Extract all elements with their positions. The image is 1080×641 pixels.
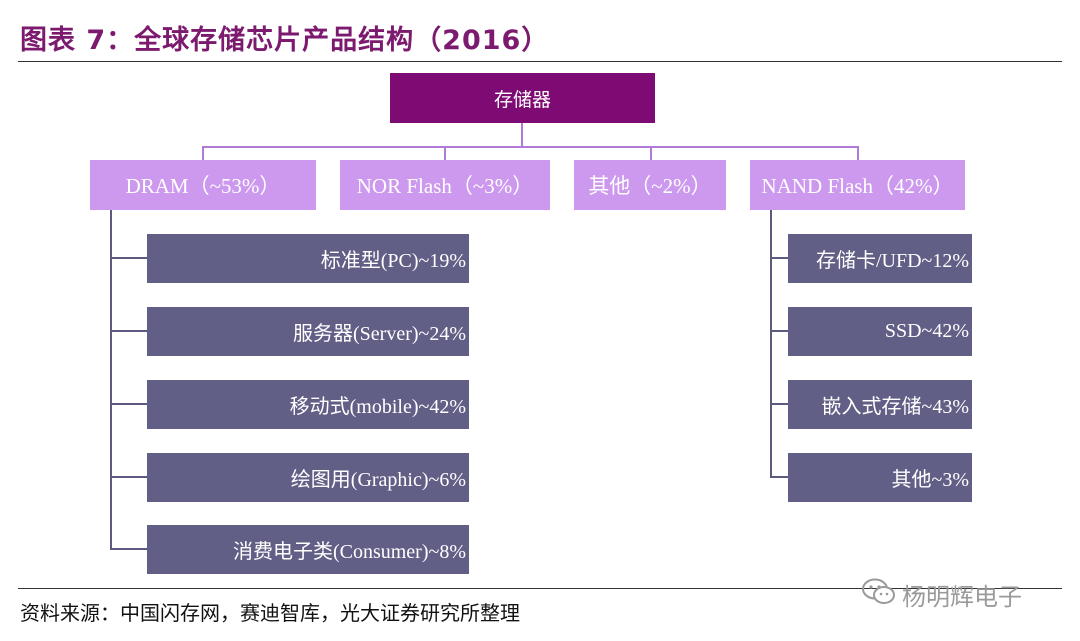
nand-item-other: 其他~3% <box>788 453 972 502</box>
category-bus-line <box>202 146 859 148</box>
connector-dram <box>202 146 204 160</box>
dram-item-pc: 标准型(PC)~19% <box>147 234 469 283</box>
chart-title: 图表 7：全球存储芯片产品结构（2016） <box>20 25 550 56</box>
nand-item-embedded: 嵌入式存储~43% <box>788 380 972 429</box>
dram-item-consumer: 消费电子类(Consumer)~8% <box>147 525 469 574</box>
root-node: 存储器 <box>390 73 655 123</box>
wechat-icon <box>862 578 896 612</box>
dram-tree-branch <box>110 548 147 550</box>
category-dram: DRAM（~53%） <box>90 160 316 210</box>
title-rule <box>18 61 1062 62</box>
dram-tree-branch <box>110 476 147 478</box>
nand-tree-branch <box>770 330 788 332</box>
dram-tree-branch <box>110 257 147 259</box>
item-label: 移动式(mobile)~42% <box>289 396 466 418</box>
dram-item-server: 服务器(Server)~24% <box>147 307 469 356</box>
category-other: 其他（~2%） <box>574 160 726 210</box>
root-connector <box>521 123 523 147</box>
item-label: 绘图用(Graphic)~6% <box>290 469 466 491</box>
nand-tree-branch <box>770 403 788 405</box>
dram-item-graphic: 绘图用(Graphic)~6% <box>147 453 469 502</box>
item-label: 存储卡/UFD~12% <box>815 250 969 272</box>
category-nor-flash: NOR Flash（~3%） <box>340 160 550 210</box>
watermark: 杨明辉电子 <box>862 577 1022 612</box>
nand-tree-branch <box>770 257 788 259</box>
source-note: 资料来源：中国闪存网，赛迪智库，光大证券研究所整理 <box>20 601 520 625</box>
item-label: 服务器(Server)~24% <box>293 323 466 345</box>
footer-rule <box>18 588 1062 589</box>
dram-tree-branch <box>110 330 147 332</box>
category-label: DRAM（~53%） <box>125 174 281 198</box>
watermark-text: 杨明辉电子 <box>902 583 1022 611</box>
nand-item-ssd: SSD~42% <box>788 307 972 356</box>
dram-tree-branch <box>110 403 147 405</box>
category-label: NOR Flash（~3%） <box>356 174 534 198</box>
dram-item-mobile: 移动式(mobile)~42% <box>147 380 469 429</box>
category-label: 其他（~2%） <box>588 174 712 198</box>
category-nand-flash: NAND Flash（42%） <box>750 160 965 210</box>
item-label: 其他~3% <box>891 469 969 491</box>
category-label: NAND Flash（42%） <box>761 174 954 198</box>
item-label: 嵌入式存储~43% <box>821 396 969 418</box>
dram-tree-trunk <box>110 210 112 549</box>
item-label: 标准型(PC)~19% <box>320 250 466 272</box>
root-label: 存储器 <box>493 88 551 111</box>
nand-item-card-ufd: 存储卡/UFD~12% <box>788 234 972 283</box>
connector-other <box>650 146 652 160</box>
item-label: 消费电子类(Consumer)~8% <box>232 541 466 563</box>
connector-nor <box>444 146 446 160</box>
nand-tree-branch <box>770 476 788 478</box>
item-label: SSD~42% <box>884 320 969 342</box>
connector-nand <box>857 146 859 160</box>
nand-tree-trunk <box>770 210 772 476</box>
